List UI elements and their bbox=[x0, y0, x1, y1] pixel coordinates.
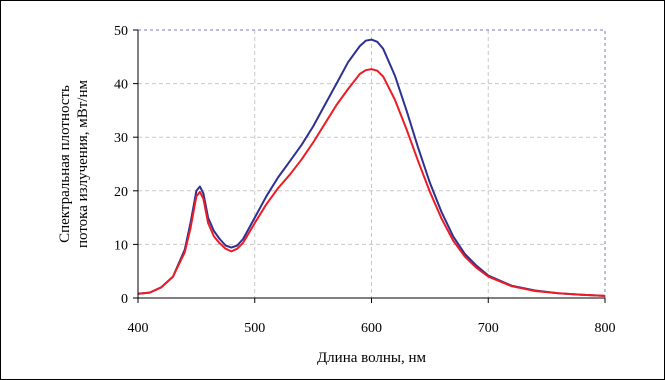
y-axis-title-line-1: Спектральная плотность bbox=[57, 85, 73, 243]
series-line-2 bbox=[137, 68, 606, 297]
y-tick-label: 40 bbox=[114, 78, 128, 93]
x-tick-label: 400 bbox=[128, 321, 149, 336]
y-tick-label: 50 bbox=[114, 24, 128, 39]
series-line-1 bbox=[137, 38, 606, 297]
x-tick-label: 800 bbox=[595, 321, 616, 336]
x-tick-label: 500 bbox=[244, 321, 265, 336]
y-tick-label: 20 bbox=[114, 185, 128, 200]
series-lines bbox=[137, 38, 606, 297]
y-tick-label: 30 bbox=[114, 131, 128, 146]
x-axis-title: Длина волны, нм bbox=[317, 350, 427, 366]
y-axis-title-line-2: потока излучения, мВт/нм bbox=[75, 80, 91, 248]
axes bbox=[133, 29, 606, 303]
tick-labels: 0 10 20 30 40 50 400 500 600 700 800 bbox=[114, 24, 616, 336]
grid-lines bbox=[138, 30, 605, 298]
x-tick-label: 700 bbox=[478, 321, 499, 336]
y-tick-label: 10 bbox=[114, 238, 128, 253]
x-tick-label: 600 bbox=[361, 321, 382, 336]
y-tick-label: 0 bbox=[121, 292, 128, 307]
